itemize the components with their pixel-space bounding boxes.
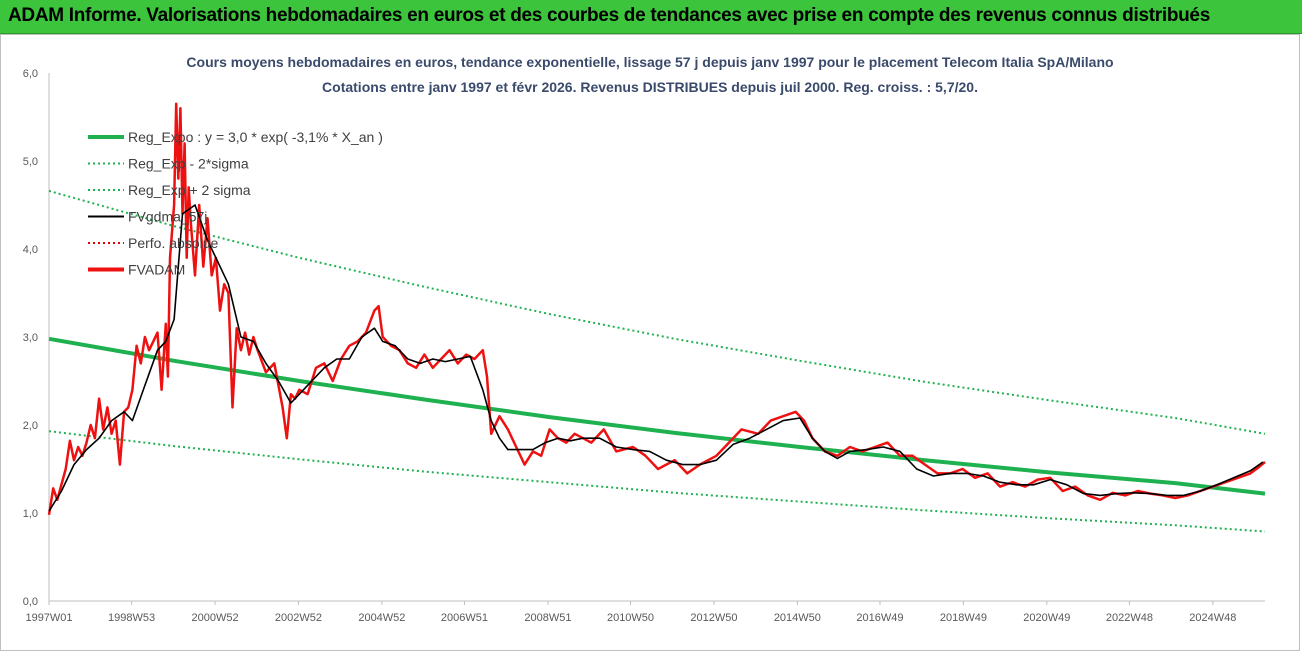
chart-frame	[0, 34, 1300, 651]
series-reg-plus-2sigma	[48, 189, 1266, 435]
legend-label: FVgdma_57j	[128, 209, 207, 225]
y-tick-label: 1,0	[23, 508, 38, 520]
series-fvadam	[47, 102, 1266, 515]
y-tick-label: 3,0	[23, 332, 38, 344]
x-tick-label: 2014W50	[774, 612, 821, 624]
x-tick-label: 2002W52	[275, 612, 322, 624]
y-tick-label: 0,0	[23, 596, 38, 608]
y-tick-label: 2,0	[23, 420, 38, 432]
x-tick-label: 2016W49	[856, 612, 903, 624]
x-tick-label: 2024W48	[1189, 612, 1236, 624]
y-tick-label: 6,0	[23, 68, 38, 80]
x-tick-label: 2018W49	[940, 612, 987, 624]
header-bar: ADAM Informe. Valorisations hebdomadaire…	[0, 0, 1302, 34]
x-tick-label: 2020W49	[1023, 612, 1070, 624]
legend-label: Reg_Exp + 2 sigma	[128, 182, 251, 198]
legend-label: Reg_Expo : y = 3,0 * exp( -3,1% * X_an )	[128, 129, 383, 145]
chart-legend: Reg_Expo : y = 3,0 * exp( -3,1% * X_an )…	[88, 129, 383, 278]
legend-label: Reg_Exp - 2*sigma	[128, 156, 249, 172]
x-tick-label: 1997W01	[25, 612, 72, 624]
series-reg-minus-2sigma	[48, 430, 1266, 533]
chart-axes: 0,0 1,0 2,0 3,0 4,0 5,0 6,0 1997W01 1998W53 2000W…	[23, 68, 1265, 624]
series-reg-expo	[48, 336, 1266, 496]
x-tick-label: 1998W53	[108, 612, 155, 624]
y-tick-label: 4,0	[23, 244, 38, 256]
x-tick-label: 2004W52	[358, 612, 405, 624]
x-tick-label: 2000W52	[191, 612, 238, 624]
legend-label: FVADAM	[128, 262, 185, 278]
chart-series	[47, 102, 1266, 533]
chart-subtitle-line-1: Cours moyens hebdomadaires en euros, ten…	[186, 54, 1113, 70]
legend-label: Perfo. absolue	[128, 235, 218, 251]
x-tick-label: 2006W51	[441, 612, 488, 624]
page-title: ADAM Informe. Valorisations hebdomadaire…	[8, 5, 1210, 26]
series-fvgdma-57j	[48, 204, 1264, 512]
x-tick-label: 2022W48	[1106, 612, 1153, 624]
x-tick-label: 2008W51	[524, 612, 571, 624]
y-tick-label: 5,0	[23, 156, 38, 168]
x-tick-label: 2012W50	[690, 612, 737, 624]
x-tick-label: 2010W50	[607, 612, 654, 624]
chart-subtitle-line-2: Cotations entre janv 1997 et févr 2026. …	[322, 79, 978, 95]
